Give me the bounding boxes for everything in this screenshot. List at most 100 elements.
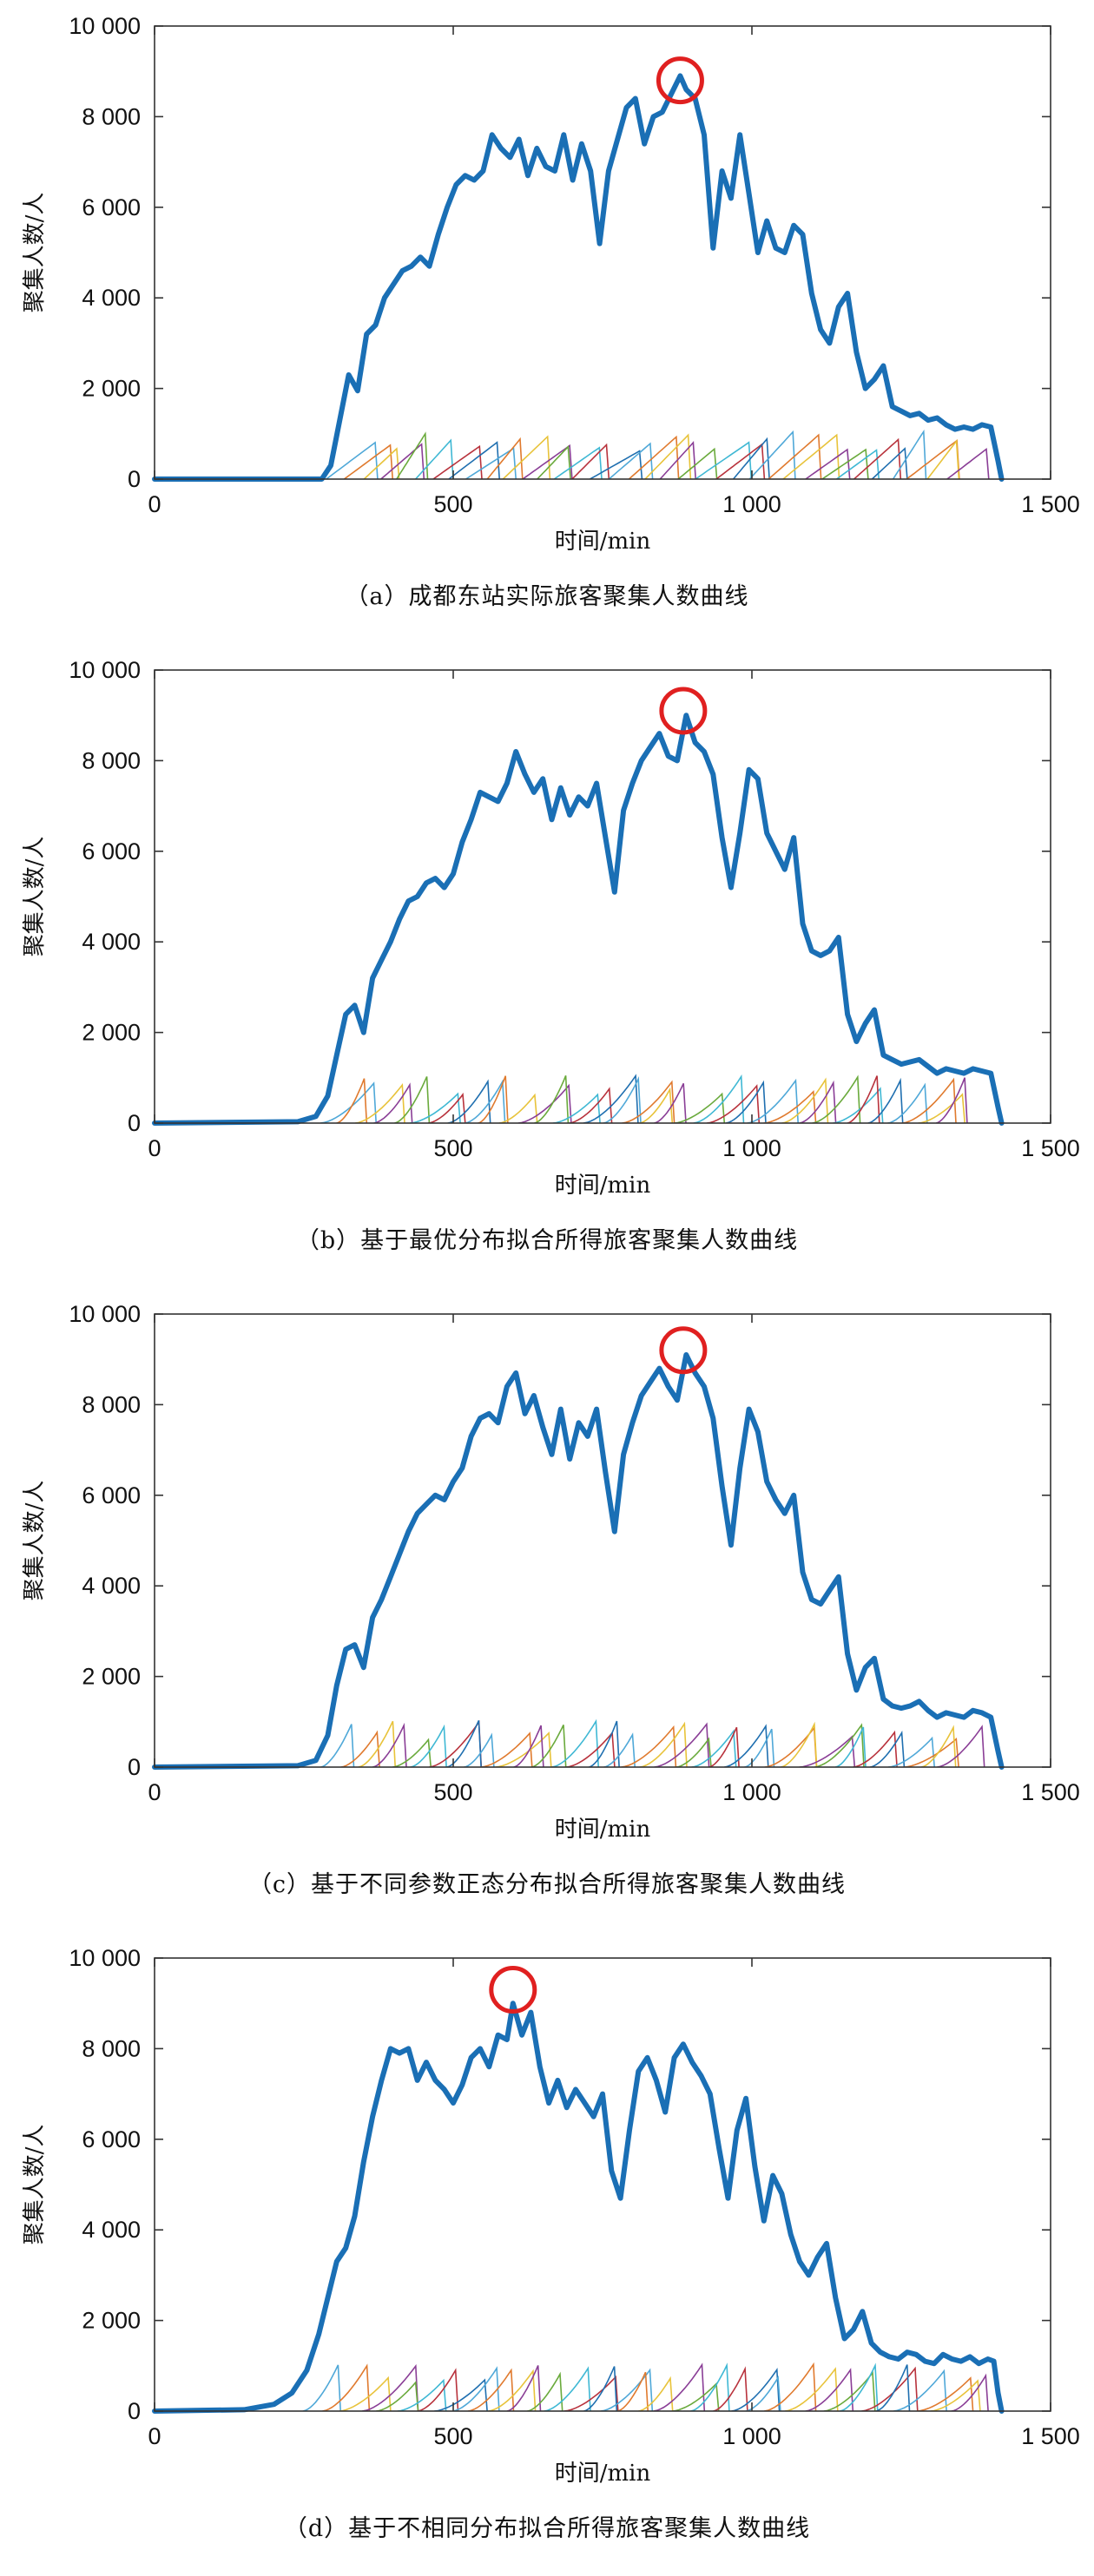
minor-series-line <box>432 444 483 479</box>
y-tick-label: 4 000 <box>82 2217 141 2243</box>
chart-panel: 0 500 1 000 1 500 0 2 000 4 000 6 000 8 000 10 00… <box>0 0 1094 644</box>
minor-series-line <box>566 1731 616 1767</box>
y-tick-label: 6 000 <box>82 2126 141 2152</box>
minor-series-line <box>713 2366 748 2411</box>
minor-series-line <box>870 1730 906 1767</box>
minor-series-line <box>589 1720 620 1767</box>
minor-series-line <box>336 1078 368 1123</box>
minor-series-line <box>480 1732 533 1767</box>
peak-marker <box>489 1966 537 2014</box>
minor-series-line <box>452 2366 500 2411</box>
panel-caption: （d）基于不相同分布拟合所得旅客聚集人数曲线 <box>283 2515 811 2542</box>
minor-series-line <box>527 2371 563 2411</box>
chart-panel: 0 500 1 000 1 500 0 2 000 4 000 6 000 8 000 10 00… <box>0 644 1094 1288</box>
minor-series-line <box>340 1730 380 1767</box>
minor-series-line <box>887 1082 928 1123</box>
minor-series-line <box>768 433 822 479</box>
x-axis-label: 时间/min <box>555 1173 651 1199</box>
y-tick-label: 10 000 <box>69 657 141 683</box>
minor-series-line <box>725 1080 767 1123</box>
minor-series-line <box>571 443 610 479</box>
y-tick-label: 6 000 <box>82 838 141 864</box>
minor-series-line <box>674 1092 726 1123</box>
minor-series-line <box>513 1725 544 1767</box>
y-tick-label: 4 000 <box>82 929 141 955</box>
minor-series-line <box>693 1074 745 1123</box>
y-tick-label: 2 000 <box>82 1020 141 1046</box>
y-tick-label: 10 000 <box>69 1945 141 1971</box>
main-series-line <box>152 2001 1005 2414</box>
x-axis-label: 时间/min <box>555 2461 651 2487</box>
main-series-line <box>152 1352 1005 1770</box>
minor-series-line <box>339 2376 392 2411</box>
minor-series-line <box>638 2376 674 2411</box>
minor-series-line <box>495 1731 552 1767</box>
minor-series-line <box>639 1087 674 1123</box>
minor-series-line <box>380 443 425 479</box>
x-tick-label: 0 <box>148 1779 161 1805</box>
minor-series-line <box>805 448 851 479</box>
minor-series-line <box>695 441 753 479</box>
x-tick-label: 500 <box>433 1779 472 1805</box>
minor-series-line <box>926 439 960 479</box>
y-tick-label: 4 000 <box>82 1573 141 1599</box>
minor-series-line <box>522 444 573 479</box>
minor-series-line <box>902 1077 957 1123</box>
minor-series-line <box>320 1724 355 1767</box>
minor-series-line <box>672 2382 720 2411</box>
y-tick-label: 2 000 <box>82 1664 141 1690</box>
panel-caption: （b）基于最优分布拟合所得旅客聚集人数曲线 <box>295 1227 799 1254</box>
y-tick-label: 6 000 <box>82 194 141 220</box>
minor-series-line <box>322 2363 371 2411</box>
y-tick-label: 2 000 <box>82 376 141 402</box>
minor-series-line <box>363 447 400 479</box>
y-tick-label: 8 000 <box>82 103 141 129</box>
main-series-line <box>152 73 1005 482</box>
plot-frame <box>154 669 1051 1124</box>
minor-series-line <box>506 2365 542 2411</box>
minor-series-line <box>847 1075 880 1123</box>
minor-series-line <box>782 433 840 479</box>
minor-series-line <box>603 1076 642 1123</box>
chart-svg: 0 500 1 000 1 500 0 2 000 4 000 6 000 8 000 10 00… <box>22 1301 1080 1843</box>
y-axis-label: 聚集人数/人 <box>22 837 48 957</box>
minor-series-line <box>853 1730 898 1767</box>
minor-series-line <box>396 431 429 479</box>
minor-series-line <box>861 2366 919 2411</box>
y-axis-label: 聚集人数/人 <box>22 2125 48 2245</box>
minor-series-line <box>917 2376 974 2411</box>
minor-series-line <box>677 447 718 479</box>
minor-series-line <box>486 437 524 479</box>
plot-frame <box>154 25 1051 480</box>
peak-marker <box>656 56 704 105</box>
minor-series-line <box>781 1077 829 1123</box>
x-tick-label: 1 500 <box>1021 1779 1080 1805</box>
minor-series-line <box>763 1090 817 1123</box>
minor-series-line <box>639 1721 688 1767</box>
minor-series-line <box>467 2368 515 2411</box>
x-tick-label: 1 000 <box>722 1779 781 1805</box>
minor-series-line <box>840 2362 879 2411</box>
minor-series-line <box>653 2362 706 2411</box>
minor-series-line <box>747 1078 799 1123</box>
x-axis-label: 时间/min <box>555 529 651 555</box>
minor-series-line <box>853 437 902 479</box>
minor-series-line <box>302 2364 341 2411</box>
minor-series-line <box>621 1725 677 1767</box>
y-axis-label: 聚集人数/人 <box>22 193 48 313</box>
x-tick-label: 1 500 <box>1021 2423 1080 2449</box>
y-tick-label: 0 <box>128 1110 141 1136</box>
minor-series-line <box>715 443 766 479</box>
y-tick-label: 6 000 <box>82 1482 141 1508</box>
minor-series-line <box>836 449 880 479</box>
minor-series-line <box>590 450 643 479</box>
minor-series-line <box>392 1738 432 1767</box>
plot-frame <box>154 1957 1051 2412</box>
minor-series-line <box>748 430 796 479</box>
chart-panel: 0 500 1 000 1 500 0 2 000 4 000 6 000 8 000 10 00… <box>0 1932 1094 2576</box>
minor-series-line <box>644 433 692 479</box>
minor-series-line <box>708 1726 740 1767</box>
minor-series-line <box>373 1082 413 1123</box>
minor-series-line <box>608 442 654 479</box>
peak-marker <box>659 1326 708 1375</box>
